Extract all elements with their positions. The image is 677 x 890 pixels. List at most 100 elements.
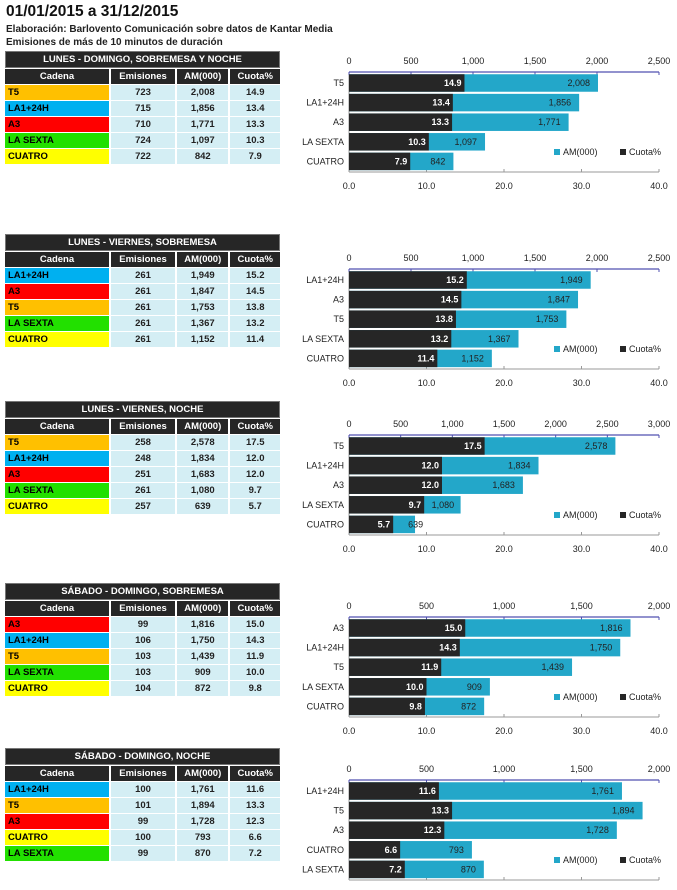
top-tick-label: 1,500 <box>570 764 593 774</box>
top-tick-label: 1,000 <box>462 253 485 263</box>
column-header: Cadena <box>5 766 109 781</box>
top-tick-label: 0 <box>346 56 351 66</box>
am-data-label: 842 <box>430 156 445 166</box>
value-cell: 248 <box>111 451 176 466</box>
channel-cell: A3 <box>5 814 109 829</box>
channel-cell: LA SEXTA <box>5 483 109 498</box>
column-header: AM(000) <box>177 419 229 434</box>
bottom-tick-label: 10.0 <box>418 181 436 191</box>
cuota-bar <box>349 310 456 328</box>
legend-cuota-label: Cuota% <box>629 510 661 520</box>
top-tick-label: 3,000 <box>648 419 671 429</box>
column-header: Emisiones <box>111 766 176 781</box>
table-row: CUATRO 100 793 6.6 <box>5 830 280 845</box>
am-data-label: 1,152 <box>461 353 484 363</box>
cuota-bar <box>349 93 453 112</box>
legend-cuota-swatch <box>620 857 626 863</box>
cuota-bar <box>349 841 401 859</box>
table-row: T5 723 2,008 14.9 <box>5 85 280 100</box>
source-note: Elaboración: Barlovento Comunicación sob… <box>6 24 333 35</box>
top-tick-label: 2,000 <box>586 56 609 66</box>
value-cell: 1,834 <box>177 451 229 466</box>
legend-cuota-swatch <box>620 346 626 352</box>
cuota-data-label: 15.0 <box>445 623 463 633</box>
channel-cell: LA SEXTA <box>5 665 109 680</box>
channel-cell: A3 <box>5 284 109 299</box>
am-data-label: 793 <box>449 845 464 855</box>
legend-cuota-label: Cuota% <box>629 344 661 354</box>
value-cell: 103 <box>111 665 176 680</box>
cuota-bar <box>349 515 394 534</box>
table-title: LUNES - VIERNES, NOCHE <box>5 401 280 418</box>
bottom-tick-label: 40.0 <box>650 181 668 191</box>
cuota-data-label: 9.7 <box>409 500 422 510</box>
bottom-tick-label: 40.0 <box>650 726 668 736</box>
category-label: T5 <box>333 314 344 324</box>
category-label: LA1+24H <box>306 461 344 471</box>
value-cell: 723 <box>111 85 176 100</box>
table-row: LA SEXTA 261 1,367 13.2 <box>5 316 280 331</box>
channel-cell: CUATRO <box>5 332 109 347</box>
value-cell: 12.0 <box>230 467 280 482</box>
category-label: LA1+24H <box>306 643 344 653</box>
top-tick-label: 1,000 <box>493 764 516 774</box>
cuota-data-label: 9.8 <box>409 701 422 711</box>
table-header: Cadena Emisiones AM(000) Cuota% <box>5 419 280 434</box>
cuota-data-label: 7.9 <box>395 156 408 166</box>
table-title: SÁBADO - DOMINGO, SOBREMESA <box>5 583 280 600</box>
value-cell: 1,367 <box>177 316 229 331</box>
channel-cell: T5 <box>5 435 109 450</box>
table-header: Cadena Emisiones AM(000) Cuota% <box>5 766 280 781</box>
category-label: LA SEXTA <box>302 500 344 510</box>
cuota-bar <box>349 658 442 676</box>
column-header: Cuota% <box>230 766 280 781</box>
top-tick-label: 1,500 <box>570 601 593 611</box>
value-cell: 261 <box>111 332 176 347</box>
bottom-tick-label: 10.0 <box>418 726 436 736</box>
cuota-bar <box>349 133 429 151</box>
value-cell: 1,097 <box>177 133 229 148</box>
cuota-bar <box>349 290 462 309</box>
value-cell: 14.3 <box>230 633 280 648</box>
category-label: CUATRO <box>307 353 344 363</box>
column-header: Emisiones <box>111 601 176 616</box>
table-row: A3 710 1,771 13.3 <box>5 117 280 132</box>
table-row: LA1+24H 248 1,834 12.0 <box>5 451 280 466</box>
legend-am-swatch <box>554 857 560 863</box>
value-cell: 793 <box>177 830 229 845</box>
top-tick-label: 500 <box>419 764 434 774</box>
value-cell: 872 <box>177 681 229 696</box>
cuota-bar <box>349 801 453 820</box>
bar-chart: 0 500 1,000 1,500 2,000 2,500 0.0 10.0 20.0 30.0 4… <box>302 56 670 191</box>
value-cell: 11.4 <box>230 332 280 347</box>
channel-cell: A3 <box>5 617 109 632</box>
table-row: LA SEXTA 724 1,097 10.3 <box>5 133 280 148</box>
cuota-bar <box>349 821 445 839</box>
channel-cell: CUATRO <box>5 681 109 696</box>
value-cell: 1,080 <box>177 483 229 498</box>
value-cell: 7.9 <box>230 149 280 164</box>
am-data-label: 1,949 <box>560 275 583 285</box>
value-cell: 104 <box>111 681 176 696</box>
value-cell: 99 <box>111 617 176 632</box>
category-label: CUATRO <box>307 156 344 166</box>
legend-cuota-label: Cuota% <box>629 692 661 702</box>
channel-cell: LA1+24H <box>5 633 109 648</box>
value-cell: 9.8 <box>230 681 280 696</box>
cuota-data-label: 14.5 <box>441 295 459 305</box>
date-range-title: 01/01/2015 a 31/12/2015 <box>6 3 179 20</box>
value-cell: 1,750 <box>177 633 229 648</box>
category-label: LA SEXTA <box>302 137 344 147</box>
channel-cell: LA1+24H <box>5 782 109 797</box>
value-cell: 261 <box>111 284 176 299</box>
cuota-bar <box>349 782 439 800</box>
cuota-bar <box>349 860 405 879</box>
category-label: T5 <box>333 806 344 816</box>
value-cell: 17.5 <box>230 435 280 450</box>
value-cell: 842 <box>177 149 229 164</box>
legend-am-swatch <box>554 149 560 155</box>
am-data-label: 1,750 <box>590 643 613 653</box>
value-cell: 1,856 <box>177 101 229 116</box>
cuota-data-label: 12.0 <box>421 461 439 471</box>
channel-cell: LA SEXTA <box>5 846 109 861</box>
